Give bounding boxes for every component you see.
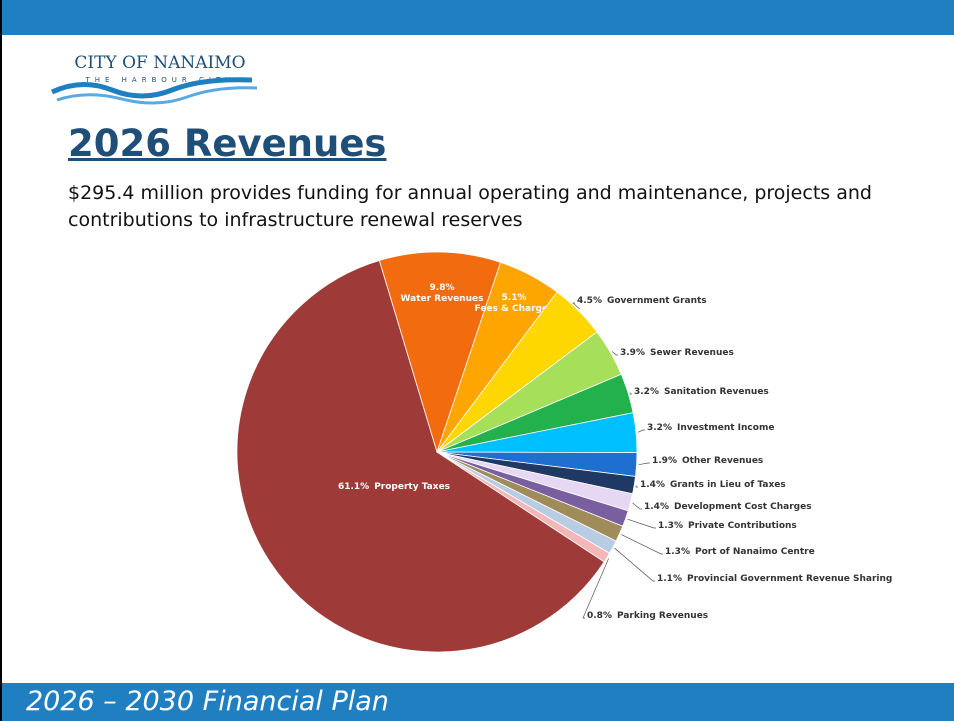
pie-slice [436,451,611,563]
category-label: Grants in Lieu of Taxes [670,480,786,490]
logo: CITY OF NANAIMO THE HARBOUR CITY [50,53,258,105]
slice-label: 1.3% Port of Nanaimo Centre [665,547,815,557]
slice-label: 3.9% Sewer Revenues [620,348,734,358]
chart-subtitle: $295.4 million provides funding for annu… [68,182,872,231]
slice-label: 1.4% Grants in Lieu of Taxes [640,480,786,490]
category-label: Water Revenues [401,294,484,304]
value-label: 0.8% [587,611,612,621]
value-label: 1.4% [640,480,665,490]
slice-label: 1.9% Other Revenues [652,456,763,466]
category-label: Parking Revenues [617,611,708,621]
category-label: Provincial Government Revenue Sharing [687,574,892,584]
pie-slice [378,251,502,454]
value-label: 61.1% [338,482,369,492]
value-label: 5.1% [502,293,527,303]
value-label: 1.4% [644,502,669,512]
value-label: 3.2% [634,387,659,397]
chart: CITY OF NANAIMO THE HARBOUR CITY 61.1% Pr… [50,53,892,653]
slice-label: 4.5% Government Grants [577,296,707,306]
slice-label: 5.1% Fees & Charges [475,293,554,314]
pie-slice [236,259,605,653]
category-label: Port of Nanaimo Centre [695,547,815,557]
value-label: 1.1% [657,574,682,584]
category-label: Other Revenues [682,456,763,466]
value-label: 3.9% [620,348,645,358]
value-label: 4.5% [577,296,602,306]
slice-label: 9.8% Water Revenues [401,283,484,304]
leader-line [629,392,632,395]
slice-label: 3.2% Investment Income [647,423,774,433]
category-label: Development Cost Charges [674,502,812,512]
leader-line [614,547,655,582]
leader-line [627,518,656,529]
value-label: 9.8% [430,283,455,293]
slice-label: 0.8% Parking Revenues [587,611,708,621]
category-label: Investment Income [677,423,774,433]
chart-title: 2026 Revenues [68,122,387,165]
value-label: 1.9% [652,456,677,466]
leader-line [582,558,609,619]
leader-line [637,429,645,433]
value-label: 1.3% [665,547,690,557]
top-bar [2,0,954,35]
leader-line [635,485,638,488]
leader-line [638,462,650,466]
logo-tagline: THE HARBOUR CITY [84,76,234,84]
wave [56,86,258,105]
leader-line [621,534,663,555]
category-label: Sanitation Revenues [664,387,769,397]
leader-line [611,351,618,356]
category-label: Private Contributions [688,521,797,531]
slice-label: 61.1% Property Taxes [338,482,450,492]
leader-line [632,502,642,510]
value-label: 1.3% [658,521,683,531]
category-label: Fees & Charges [475,304,554,314]
footer: 2026 – 2030 Financial Plan [2,683,954,721]
value-label: 3.2% [647,423,672,433]
slice-label: 1.1% Provincial Government Revenue Sharin… [657,574,892,584]
category-label: Government Grants [607,296,707,306]
logo-name: CITY OF NANAIMO [74,53,245,73]
slice-label: 1.4% Development Cost Charges [644,502,812,512]
slice-label: 1.3% Private Contributions [658,521,797,531]
wave [50,77,253,99]
slice-label: 3.2% Sanitation Revenues [634,387,769,397]
category-label: Property Taxes [374,482,450,492]
category-label: Sewer Revenues [650,348,734,358]
leader-line [572,302,581,310]
